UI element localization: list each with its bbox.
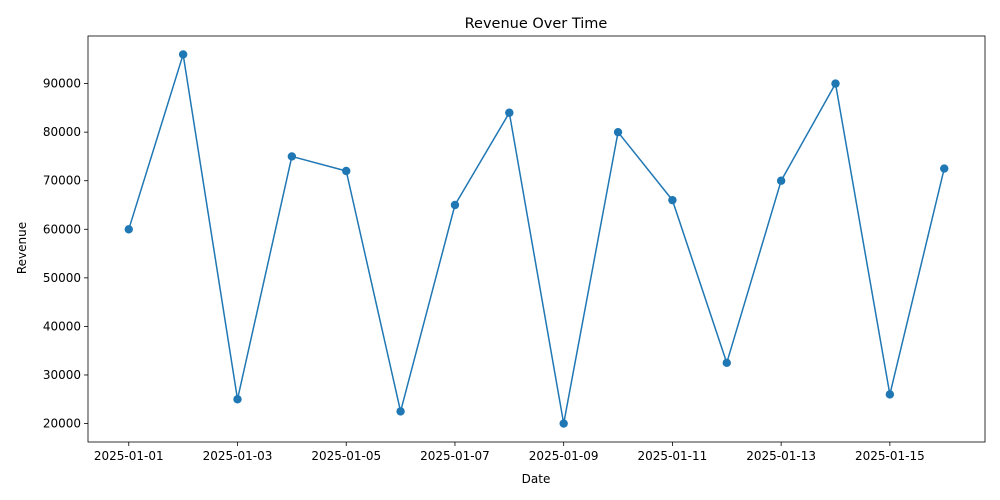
x-tick-label: 2025-01-13 [746,449,816,463]
data-point [287,152,297,161]
x-tick-label: 2025-01-15 [855,449,925,463]
data-point [559,419,568,428]
data-point [831,79,840,88]
data-point [124,225,133,234]
data-point [342,166,351,176]
data-point [396,407,405,416]
data-point [776,176,786,185]
y-axis-label: Revenue [15,222,29,274]
data-point [450,200,460,210]
y-tick-label: 50000 [43,271,81,285]
data-point [722,358,731,368]
y-tick-label: 20000 [43,417,81,431]
y-tick-label: 70000 [43,174,81,188]
x-tick-label: 2025-01-03 [203,449,273,463]
data-point [178,50,188,59]
y-tick-label: 80000 [43,125,81,139]
y-tick-label: 90000 [43,77,81,91]
x-tick-label: 2025-01-09 [529,449,599,463]
y-tick-label: 60000 [43,222,81,236]
x-tick-label: 2025-01-11 [638,449,708,463]
x-axis-label: Date [522,472,551,486]
plot-area: 20000 30000 40000 50000 60000 70000 80000 90000… [43,35,986,463]
data-point [505,108,514,117]
data-point [940,164,949,173]
x-tick-label: 2025-01-07 [420,449,490,463]
data-point [613,127,623,137]
data-point [668,195,677,205]
y-tick-label: 40000 [43,319,81,333]
series-line-revenue [128,53,945,425]
y-tick-label: 30000 [43,368,81,382]
x-tick-label: 2025-01-05 [311,449,381,463]
data-point [233,395,242,404]
x-tick-label: 2025-01-01 [94,449,164,463]
chart-title: Revenue Over Time [465,16,608,32]
plot-frame [87,35,986,443]
data-point [885,390,895,399]
